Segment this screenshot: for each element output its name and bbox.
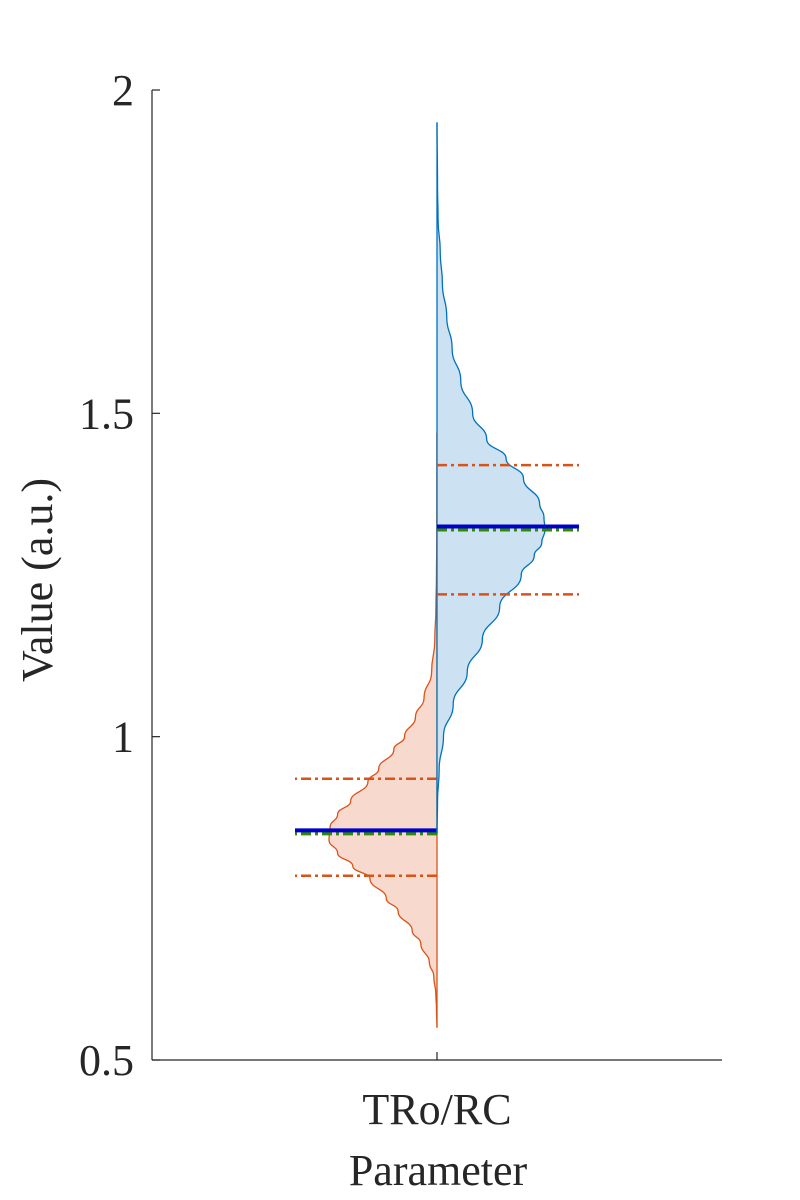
y-tick-label: 1.5	[79, 389, 134, 438]
violin-fill-left	[329, 432, 437, 1028]
plot-area	[295, 122, 579, 1028]
y-ticks: 0.5 1 1.5 2	[79, 66, 160, 1085]
violin-half-right	[436, 122, 579, 834]
violin-outline-right	[436, 122, 546, 834]
x-axis-title: Parameter	[349, 1146, 528, 1195]
violin-outline-left	[328, 432, 438, 1028]
y-axis-title: Value (a.u.)	[13, 478, 62, 682]
violin-half-left	[295, 432, 438, 1028]
y-tick-label: 1	[112, 713, 134, 762]
y-tick-label: 2	[112, 66, 134, 115]
x-tick-label: TRo/RC	[362, 1085, 511, 1134]
violin-fill-right	[437, 122, 545, 834]
y-tick-label: 0.5	[79, 1036, 134, 1085]
x-ticks: TRo/RC	[362, 1052, 512, 1134]
